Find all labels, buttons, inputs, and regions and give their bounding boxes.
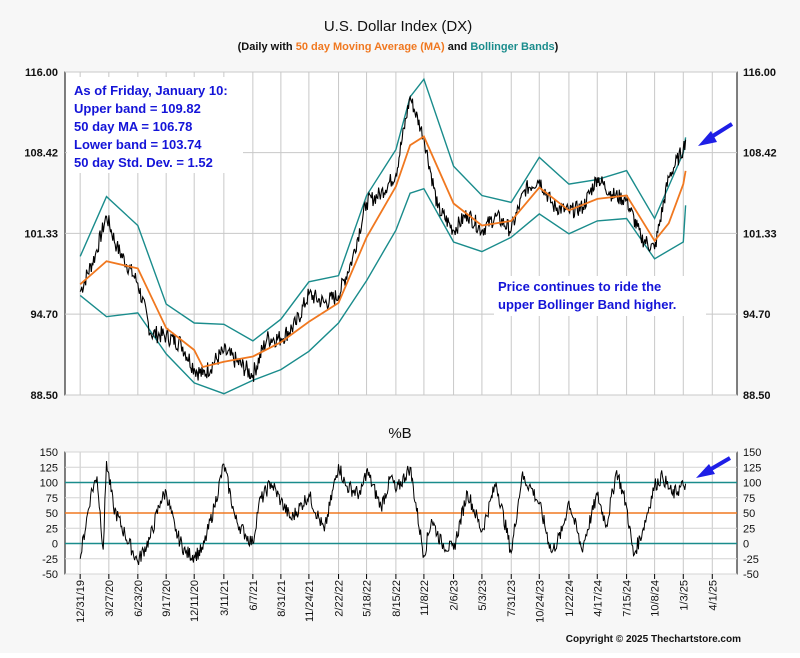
subtitle-part-bands: Bollinger Bands <box>470 41 554 53</box>
bottom-y-tick-right: 75 <box>743 493 755 505</box>
bottom-y-tick-left: -50 <box>42 569 58 581</box>
bottom-y-tick-right: -50 <box>743 569 759 581</box>
bottom-y-tick-right: 150 <box>743 447 761 459</box>
x-tick-label: 12/31/19 <box>75 580 87 623</box>
top-y-tick-right: 108.42 <box>743 148 777 160</box>
top-y-tick-left: 116.00 <box>25 67 58 79</box>
bottom-y-tick-right: 0 <box>743 539 749 551</box>
x-tick-label: 4/1/25 <box>707 580 719 611</box>
bottom-y-tick-left: 50 <box>46 508 58 520</box>
x-tick-label: 4/17/24 <box>592 580 604 617</box>
bottom-y-tick-right: 25 <box>743 523 755 535</box>
bottom-series <box>79 461 687 566</box>
blue-arrow-icon <box>696 456 732 478</box>
info-line-3: 50 day MA = 106.78 <box>74 119 192 134</box>
x-tick-label: 6/23/20 <box>133 580 145 617</box>
bottom-y-tick-left: 125 <box>40 462 58 474</box>
subtitle-part-1: (Daily with <box>238 41 296 53</box>
bottom-y-tick-left: 100 <box>40 478 58 490</box>
bottom-y-ticks: 150 150 125 125 100 100 75 75 50 50 25 25 0 0 -25 -25 -5… <box>40 447 762 581</box>
bottom-y-tick-left: 150 <box>40 447 58 459</box>
note-line-1: Price continues to ride the <box>498 279 661 294</box>
x-tick-label: 1/22/24 <box>564 580 576 617</box>
note-box <box>494 276 706 316</box>
top-y-tick-right: 116.00 <box>743 67 776 79</box>
info-line-4: Lower band = 103.74 <box>74 137 202 152</box>
info-line-2: Upper band = 109.82 <box>74 101 201 116</box>
subtitle-part-5: ) <box>555 41 559 53</box>
info-line-5: 50 day Std. Dev. = 1.52 <box>74 155 213 170</box>
bottom-y-tick-right: 50 <box>743 508 755 520</box>
x-tick-label: 7/31/23 <box>506 580 518 617</box>
top-y-tick-right: 94.70 <box>743 309 771 321</box>
x-tick-label: 11/8/22 <box>419 580 431 616</box>
x-tick-label: 10/8/24 <box>650 580 662 617</box>
x-tick-label: 3/27/20 <box>104 580 116 617</box>
x-axis-ticks: 12/31/19 3/27/20 6/23/20 9/17/20 12/11/20 3/1… <box>75 574 719 623</box>
top-y-tick-left: 94.70 <box>30 309 58 321</box>
ma-line <box>79 135 687 369</box>
top-y-tick-left: 108.42 <box>24 148 58 160</box>
bottom-y-tick-right: -25 <box>743 554 759 566</box>
x-tick-label: 1/3/25 <box>678 580 690 611</box>
bottom-y-tick-right: 125 <box>743 462 761 474</box>
info-line-1: As of Friday, January 10: <box>74 83 228 98</box>
top-y-tick-right: 88.50 <box>743 390 771 402</box>
x-tick-label: 6/7/21 <box>248 580 260 611</box>
x-tick-label: 8/31/21 <box>276 580 288 617</box>
percent-b-title: %B <box>388 425 411 442</box>
bottom-y-tick-left: 0 <box>52 539 58 551</box>
x-tick-label: 5/18/22 <box>362 580 374 617</box>
bottom-y-tick-left: -25 <box>42 554 58 566</box>
blue-arrow-icon <box>698 122 734 146</box>
top-series <box>79 77 687 395</box>
x-tick-label: 12/11/20 <box>189 580 201 622</box>
info-box <box>67 77 243 173</box>
x-tick-label: 8/15/22 <box>391 580 403 617</box>
x-tick-label: 2/6/23 <box>449 580 461 611</box>
bottom-y-tick-right: 100 <box>743 478 761 490</box>
price-line <box>79 95 687 382</box>
bottom-y-tick-left: 75 <box>46 493 58 505</box>
top-y-tick-right: 101.33 <box>743 228 777 240</box>
x-tick-label: 7/15/24 <box>622 580 634 617</box>
top-y-tick-left: 101.33 <box>24 228 58 240</box>
x-tick-label: 3/11/21 <box>219 580 231 616</box>
percent-b-line <box>79 461 687 566</box>
subtitle-part-ma: 50 day Moving Average (MA) <box>296 41 445 53</box>
subtitle-part-3: and <box>445 41 471 53</box>
x-tick-label: 9/17/20 <box>161 580 173 617</box>
main-subtitle: (Daily with 50 day Moving Average (MA) a… <box>238 41 559 53</box>
x-tick-label: 5/3/23 <box>477 580 489 611</box>
main-title: U.S. Dollar Index (DX) <box>324 18 472 35</box>
x-tick-label: 11/24/21 <box>304 580 316 622</box>
copyright: Copyright © 2025 Thechartstore.com <box>566 634 741 645</box>
x-tick-label: 10/24/23 <box>534 580 546 623</box>
top-y-ticks: 116.00 116.00 108.42 108.42 101.33 101.33 94.7… <box>24 67 776 402</box>
top-y-tick-left: 88.50 <box>30 390 58 402</box>
note-line-2: upper Bollinger Band higher. <box>498 297 676 312</box>
lower-band-line <box>79 187 687 395</box>
bottom-y-tick-left: 25 <box>46 523 58 535</box>
x-tick-label: 2/22/22 <box>334 580 346 617</box>
